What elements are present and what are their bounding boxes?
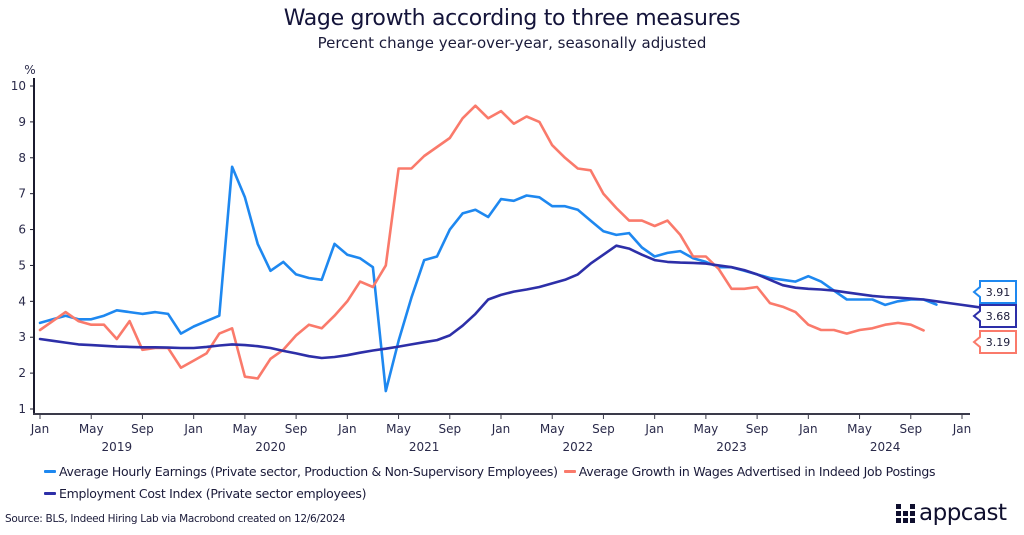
legend-item-indeed[interactable]: Average Growth in Wages Advertised in In…: [563, 463, 936, 479]
y-tick-label: 8: [18, 151, 26, 165]
x-year-label: 2023: [716, 440, 747, 454]
end-label-box-indeed: [972, 330, 1017, 354]
y-tick-label: 10: [11, 79, 26, 93]
y-axis-unit-label: %: [24, 63, 35, 77]
end-label-ahe: 3.91: [986, 286, 1011, 299]
x-tick-label: Jan: [644, 422, 664, 436]
x-year-label: 2021: [409, 440, 440, 454]
y-tick-label: 2: [18, 366, 26, 380]
y-tick-label: 5: [18, 258, 26, 272]
legend-item-eci[interactable]: Employment Cost Index (Private sector em…: [44, 485, 367, 501]
x-tick-label: May: [540, 422, 565, 436]
end-label-indeed: 3.19: [986, 336, 1011, 349]
y-tick-label: 7: [18, 187, 26, 201]
series-line-indeed: [38, 104, 925, 380]
chart-title: Wage growth according to three measures: [283, 6, 741, 31]
legend-swatch-ahe: [44, 469, 56, 473]
x-year-label: 2020: [255, 440, 286, 454]
series-line-eci: [38, 244, 1015, 360]
x-tick-label: Sep: [592, 422, 615, 436]
legend-label-indeed: Average Growth in Wages Advertised in In…: [578, 463, 936, 479]
x-tick-label: May: [79, 422, 104, 436]
y-tick-label: 6: [18, 223, 26, 237]
source-note: Source: BLS, Indeed Hiring Lab via Macro…: [5, 513, 346, 525]
legend-label-eci: Employment Cost Index (Private sector em…: [59, 485, 367, 501]
legend-item-ahe[interactable]: Average Hourly Earnings (Private sector,…: [44, 464, 558, 479]
x-tick-label: Sep: [438, 422, 461, 436]
legend: Average Hourly Earnings (Private sector,…: [44, 460, 941, 504]
y-tick-label: 4: [18, 294, 26, 308]
x-tick-label: May: [693, 422, 718, 436]
x-tick-label: Jan: [491, 422, 511, 436]
logo-text: appcast: [919, 500, 1007, 526]
x-year-label: 2022: [563, 440, 594, 454]
logo-dots-icon: [896, 503, 915, 523]
x-tick-label: Sep: [131, 422, 154, 436]
y-tick-label: 1: [18, 402, 26, 416]
x-tick-label: Jan: [183, 422, 203, 436]
x-tick-label: Jan: [798, 422, 818, 436]
x-tick-label: May: [386, 422, 411, 436]
y-tick-label: 9: [18, 115, 26, 129]
x-tick-label: May: [847, 422, 872, 436]
x-tick-label: May: [232, 422, 257, 436]
end-label-eci: 3.68: [986, 310, 1011, 323]
chart-subtitle: Percent change year-over-year, seasonall…: [317, 34, 707, 52]
x-tick-label: Sep: [285, 422, 308, 436]
legend-label-ahe: Average Hourly Earnings (Private sector,…: [59, 463, 558, 479]
y-tick-label: 3: [18, 330, 26, 344]
legend-swatch-eci: [44, 491, 56, 495]
x-tick-label: Jan: [952, 422, 972, 436]
x-tick-label: Sep: [899, 422, 922, 436]
x-tick-label: Jan: [30, 422, 50, 436]
legend-swatch-indeed: [563, 469, 576, 473]
end-label-box-ahe: [972, 280, 1017, 304]
x-year-label: 2019: [102, 440, 133, 454]
x-year-label: 2024: [870, 440, 901, 454]
appcast-logo: appcast: [896, 500, 1007, 526]
end-label-box-eci: [972, 304, 1017, 328]
x-tick-label: Sep: [746, 422, 769, 436]
series-line-ahe: [38, 165, 938, 393]
x-tick-label: Jan: [337, 422, 357, 436]
